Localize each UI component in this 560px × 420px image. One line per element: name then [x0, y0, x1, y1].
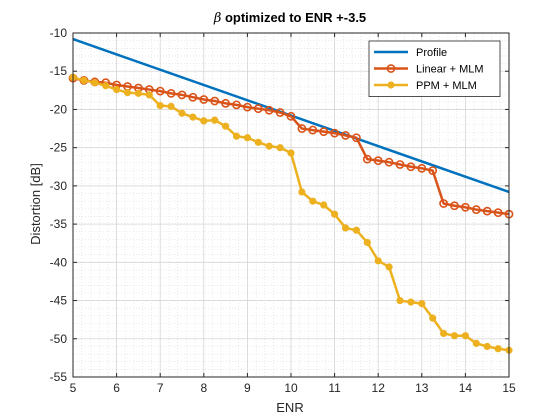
title-text: optimized to ENR +-3.5 — [221, 10, 366, 25]
data-point — [473, 340, 479, 346]
x-tick-label: 6 — [113, 381, 120, 395]
x-tick-label: 15 — [502, 381, 516, 395]
data-point — [179, 110, 185, 116]
y-tick-label: -55 — [50, 370, 68, 384]
data-point — [397, 297, 403, 303]
data-point — [451, 333, 457, 339]
x-tick-label: 7 — [157, 381, 164, 395]
data-point — [92, 79, 98, 85]
data-point — [310, 198, 316, 204]
data-point — [277, 144, 283, 150]
x-axis-label: ENR — [276, 400, 303, 415]
x-tick-label: 14 — [459, 381, 473, 395]
title-symbol: β — [213, 11, 222, 26]
data-point — [201, 118, 207, 124]
x-tick-label: 8 — [200, 381, 207, 395]
x-tick-label: 9 — [244, 381, 251, 395]
data-point — [495, 346, 501, 352]
y-tick-label: -25 — [50, 141, 68, 155]
data-point — [81, 77, 87, 83]
x-tick-label: 13 — [415, 381, 429, 395]
data-point — [157, 102, 163, 108]
data-point — [244, 135, 250, 141]
y-axis-label: Distortion [dB] — [28, 163, 43, 245]
y-tick-label: -40 — [50, 255, 68, 269]
data-point — [375, 258, 381, 264]
data-point — [440, 330, 446, 336]
data-point — [255, 139, 261, 145]
y-tick-label: -50 — [50, 332, 68, 346]
data-point — [168, 103, 174, 109]
legend-marker-ppm-mlm — [388, 82, 394, 88]
legend-label-linear-mlm: Linear + MLM — [416, 64, 484, 76]
data-point — [386, 264, 392, 270]
data-point — [190, 114, 196, 120]
data-point — [353, 227, 359, 233]
chart-title: β optimized to ENR +-3.5 — [213, 10, 366, 26]
legend-label-ppm-mlm: PPM + MLM — [416, 80, 477, 92]
data-point — [222, 123, 228, 129]
y-tick-label: -15 — [50, 64, 68, 78]
data-point — [331, 211, 337, 217]
data-point — [462, 333, 468, 339]
data-point — [364, 239, 370, 245]
y-tick-label: -45 — [50, 294, 68, 308]
legend-label-profile: Profile — [416, 47, 447, 59]
x-tick-label: 12 — [372, 381, 386, 395]
data-point — [146, 92, 152, 98]
data-point — [135, 90, 141, 96]
data-point — [484, 343, 490, 349]
data-point — [299, 189, 305, 195]
y-tick-label: -30 — [50, 179, 68, 193]
data-point — [342, 225, 348, 231]
y-tick-label: -10 — [50, 26, 68, 40]
data-point — [288, 150, 294, 156]
data-point — [113, 86, 119, 92]
data-point — [430, 315, 436, 321]
y-tick-label: -20 — [50, 102, 68, 116]
data-point — [233, 133, 239, 139]
data-point — [321, 202, 327, 208]
x-tick-label: 11 — [328, 381, 341, 395]
data-point — [419, 300, 425, 306]
data-point — [212, 117, 218, 123]
data-point — [103, 83, 109, 89]
x-tick-label: 5 — [70, 381, 77, 395]
y-tick-label: -35 — [50, 217, 68, 231]
x-tick-label: 10 — [284, 381, 298, 395]
data-point — [266, 143, 272, 149]
legend: Profile Linear + MLM PPM + MLM — [369, 41, 500, 97]
data-point — [408, 299, 414, 305]
data-point — [124, 89, 130, 95]
